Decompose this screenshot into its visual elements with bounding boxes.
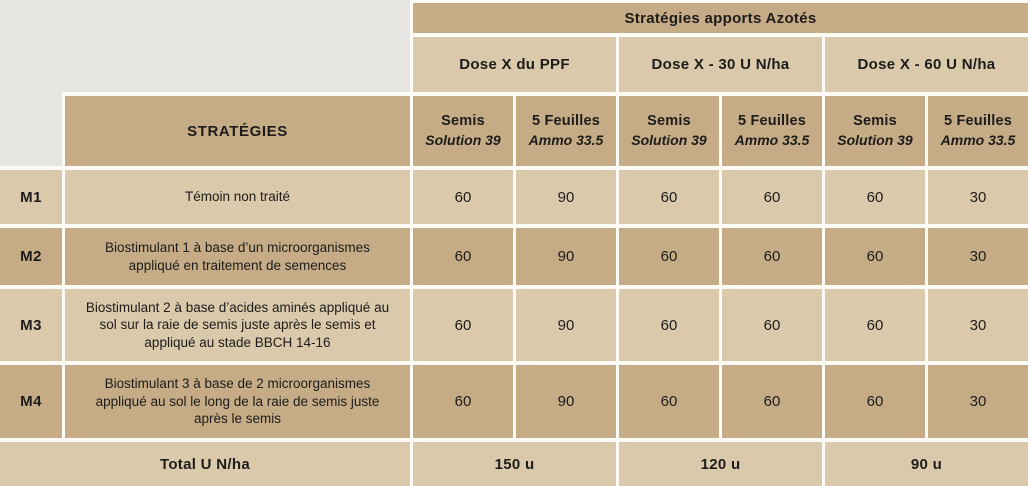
stage-label: 5 Feuilles (943, 113, 1013, 130)
product-label: Solution 39 (837, 132, 913, 149)
product-label: Solution 39 (425, 132, 501, 149)
value-cell: 30 (928, 228, 1028, 285)
total-value-minus-30: 120 u (619, 442, 822, 486)
row-code-m4: M4 (0, 365, 62, 438)
subheader-5feuilles-2: 5 Feuilles Ammo 33.5 (722, 96, 822, 166)
value-cell: 90 (516, 365, 616, 438)
value-cell: 60 (825, 365, 925, 438)
product-label: Ammo 33.5 (528, 132, 604, 149)
value-cell: 60 (413, 170, 513, 224)
subheader-semis-3: Semis Solution 39 (825, 96, 925, 166)
row-code-m1: M1 (0, 170, 62, 224)
subheader-semis-2: Semis Solution 39 (619, 96, 719, 166)
product-label: Ammo 33.5 (734, 132, 810, 149)
value-cell: 30 (928, 365, 1028, 438)
total-value-ppf: 150 u (413, 442, 616, 486)
total-label: Total U N/ha (0, 442, 410, 486)
value-cell: 90 (516, 289, 616, 361)
value-cell: 60 (413, 365, 513, 438)
dose-header-ppf: Dose X du PPF (413, 37, 616, 92)
value-cell: 60 (825, 170, 925, 224)
value-cell: 60 (722, 289, 822, 361)
value-cell: 60 (722, 228, 822, 285)
strategies-column-header: STRATÉGIES (65, 96, 410, 166)
stage-label: Semis (853, 113, 897, 130)
value-cell: 60 (619, 365, 719, 438)
value-cell: 60 (413, 228, 513, 285)
value-cell: 90 (516, 228, 616, 285)
stage-label: Semis (647, 113, 691, 130)
row-description-m4: Biostimulant 3 à base de 2 microorganism… (65, 365, 410, 438)
value-cell: 60 (825, 289, 925, 361)
top-left-empty-area (0, 0, 410, 92)
value-cell: 60 (722, 365, 822, 438)
value-cell: 60 (722, 170, 822, 224)
subheader-5feuilles-1: 5 Feuilles Ammo 33.5 (516, 96, 616, 166)
left-empty-area (0, 0, 62, 166)
row-description-m1: Témoin non traité (65, 170, 410, 224)
value-cell: 60 (619, 228, 719, 285)
row-description-m3: Biostimulant 2 à base d’acides aminés ap… (65, 289, 410, 361)
value-cell: 60 (619, 170, 719, 224)
row-code-m3: M3 (0, 289, 62, 361)
total-value-minus-60: 90 u (825, 442, 1028, 486)
subheader-5feuilles-3: 5 Feuilles Ammo 33.5 (928, 96, 1028, 166)
value-cell: 90 (516, 170, 616, 224)
value-cell: 30 (928, 170, 1028, 224)
product-label: Ammo 33.5 (940, 132, 1016, 149)
dose-header-minus-60: Dose X - 60 U N/ha (825, 37, 1028, 92)
value-cell: 60 (825, 228, 925, 285)
row-description-m2: Biostimulant 1 à base d’un microorganism… (65, 228, 410, 285)
stage-label: 5 Feuilles (531, 113, 601, 130)
subheader-semis-1: Semis Solution 39 (413, 96, 513, 166)
product-label: Solution 39 (631, 132, 707, 149)
value-cell: 60 (413, 289, 513, 361)
value-cell: 30 (928, 289, 1028, 361)
stage-label: 5 Feuilles (737, 113, 807, 130)
table-grid: Stratégies apports Azotés Dose X du PPF … (0, 3, 1028, 486)
group-header: Stratégies apports Azotés (413, 3, 1028, 33)
stage-label: Semis (441, 113, 485, 130)
value-cell: 60 (619, 289, 719, 361)
dose-header-minus-30: Dose X - 30 U N/ha (619, 37, 822, 92)
row-code-m2: M2 (0, 228, 62, 285)
